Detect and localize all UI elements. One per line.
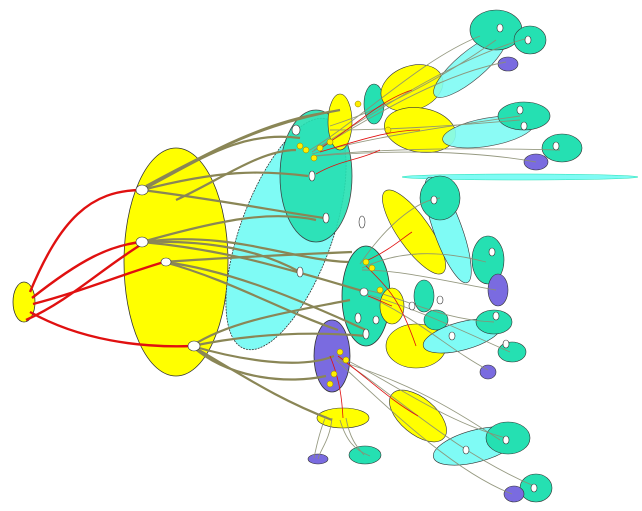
- node-dot: [323, 213, 329, 223]
- node-dot: [553, 142, 559, 150]
- upper-teal-5: [542, 134, 582, 162]
- node-dot: [136, 237, 148, 247]
- node-dot: [373, 316, 379, 324]
- node-dot: [188, 341, 200, 351]
- sparkle-node: [331, 371, 337, 377]
- node-dot: [463, 446, 469, 454]
- node-dot: [503, 436, 509, 444]
- mid-teal-3: [414, 280, 434, 312]
- node-dot: [309, 171, 315, 181]
- node-dot: [497, 24, 503, 32]
- sparkle-node: [327, 139, 333, 145]
- node-dot: [437, 296, 443, 304]
- lower-cluster: [380, 380, 552, 502]
- sparkle-node: [369, 265, 375, 271]
- node-dot: [360, 288, 368, 296]
- node-dot: [517, 106, 523, 114]
- low-purple-1: [504, 486, 524, 502]
- sparkle-node: [355, 101, 361, 107]
- node-dot: [409, 302, 415, 310]
- sparkle-node: [385, 127, 391, 133]
- node-dot: [493, 312, 499, 320]
- sparkle-node: [311, 155, 317, 161]
- middle-cluster: [372, 173, 526, 379]
- sparkle-node: [297, 143, 303, 149]
- sparkle-node: [363, 259, 369, 265]
- sparkle-node: [303, 147, 309, 153]
- level2-teal-ellipse-bottom: [349, 446, 381, 464]
- node-dot: [355, 313, 361, 323]
- node-dot: [136, 185, 148, 195]
- mid-purple-1: [488, 274, 508, 306]
- node-dot: [363, 329, 369, 339]
- upper-cluster: [328, 10, 638, 180]
- node-dot: [431, 196, 437, 204]
- node-dot: [449, 332, 455, 340]
- node-dot: [531, 484, 537, 492]
- upper-teal-2: [470, 10, 522, 50]
- node-dot: [489, 248, 495, 256]
- node-dot: [292, 125, 300, 135]
- sparkle-node: [337, 349, 343, 355]
- node-dot: [161, 258, 171, 266]
- sparkle-node: [327, 381, 333, 387]
- node-dot: [503, 340, 509, 348]
- upper-purple-1: [498, 57, 518, 71]
- node-dot: [297, 267, 303, 277]
- node-dot: [359, 216, 365, 228]
- sparkle-node: [343, 357, 349, 363]
- sparkle-node: [317, 145, 323, 151]
- node-dot: [525, 36, 531, 44]
- node-dot: [521, 122, 527, 130]
- mid-teal-6: [498, 342, 526, 362]
- sparkle-node: [377, 287, 383, 293]
